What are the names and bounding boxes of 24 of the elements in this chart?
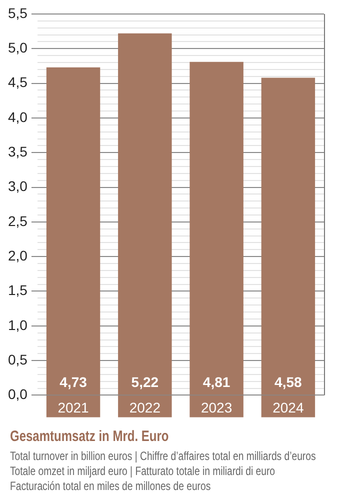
x-tick-label: 2022 bbox=[129, 399, 161, 416]
x-tick-label: 2021 bbox=[58, 399, 90, 416]
y-tick-label: 5,5 bbox=[8, 4, 28, 21]
y-tick-label: 1,5 bbox=[8, 282, 28, 298]
text: Gesamtumsatz in Mrd. Euro bbox=[10, 428, 170, 445]
y-tick-label: 2,5 bbox=[8, 212, 28, 229]
data-label: 5,22 bbox=[131, 374, 159, 390]
text: Totale omzet in miljard euro | Fatturato totale in miliardi di euro bbox=[10, 464, 276, 479]
y-tick-label: 0,0 bbox=[8, 386, 28, 402]
data-label: 4,81 bbox=[202, 374, 230, 390]
y-tick-label: 4,0 bbox=[8, 108, 28, 125]
y-tick-label: 4,5 bbox=[8, 74, 28, 90]
text: Total turnover in billion euros | Chiffre d’affaires total en milliards d’euros bbox=[10, 449, 317, 464]
y-tick-label: 0,5 bbox=[8, 351, 28, 368]
y-tick-label: 5,0 bbox=[8, 40, 28, 56]
data-label: 4,73 bbox=[60, 374, 88, 390]
data-label: 4,58 bbox=[274, 374, 302, 390]
x-tick-label: 2024 bbox=[272, 399, 304, 416]
x-tick-label: 2023 bbox=[200, 399, 232, 416]
y-tick-label: 3,5 bbox=[8, 143, 28, 160]
y-tick-label: 3,0 bbox=[8, 178, 28, 194]
y-tick-label: 2,0 bbox=[8, 247, 28, 264]
y-tick-label: 1,0 bbox=[8, 316, 28, 333]
text: Facturación total en miles de millones de euros bbox=[10, 479, 212, 494]
